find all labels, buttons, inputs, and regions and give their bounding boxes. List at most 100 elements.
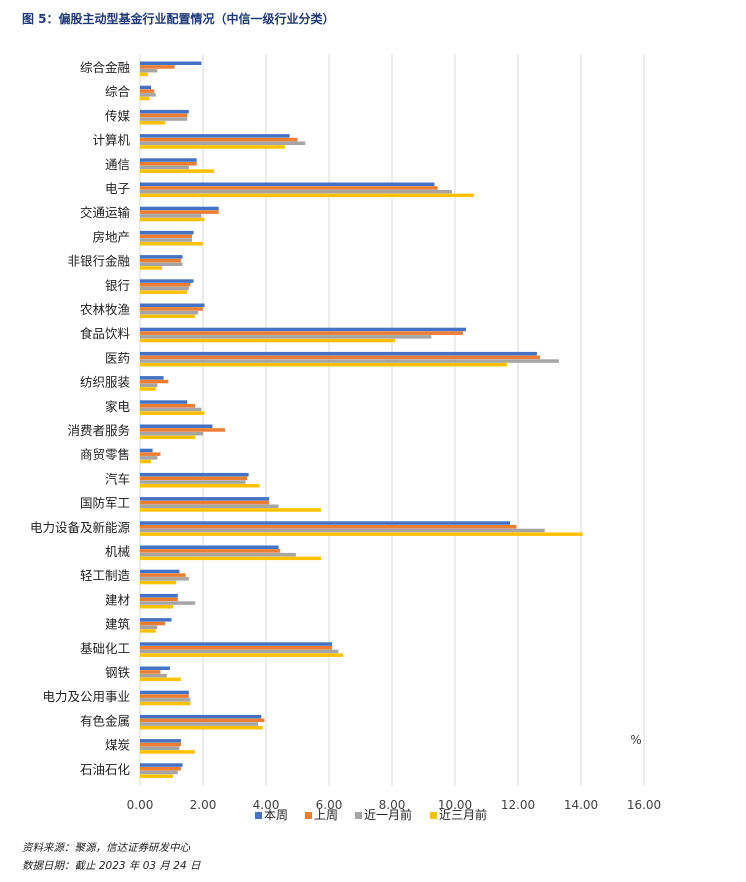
bar bbox=[140, 673, 167, 678]
date-note: 数据日期：截止 2023 年 03 月 24 日 bbox=[22, 860, 201, 872]
category-label: 基础化工 bbox=[80, 641, 130, 656]
bar bbox=[140, 407, 202, 412]
category-label: 非银行金融 bbox=[67, 254, 130, 269]
x-tick-label: 16.00 bbox=[627, 798, 661, 812]
category-label: 食品饮料 bbox=[80, 326, 131, 341]
bar bbox=[140, 649, 339, 654]
bar bbox=[140, 351, 537, 356]
bar bbox=[140, 65, 175, 69]
bar bbox=[140, 210, 219, 214]
source-note: 资料来源：聚源，信达证券研发中心 bbox=[22, 842, 190, 854]
bar bbox=[140, 549, 281, 553]
bar bbox=[140, 618, 172, 622]
gridlines bbox=[139, 54, 645, 786]
category-label: 传媒 bbox=[105, 108, 131, 123]
category-label: 纺织服装 bbox=[80, 375, 130, 390]
bar bbox=[140, 327, 467, 332]
x-tick-labels: 0.00 2.00 4.00 6.00 8.00 10.00 12.00 14.00 16.00 bbox=[127, 798, 662, 812]
category-labels: 综合金融综合传媒计算机通信电子交通运输房地产非银行金融银行农林牧渔食品饮料医药纺… bbox=[30, 60, 131, 777]
category-label: 综合金融 bbox=[80, 60, 131, 75]
bar bbox=[140, 625, 158, 629]
bar bbox=[140, 189, 452, 194]
bar bbox=[140, 577, 189, 581]
bar bbox=[140, 206, 219, 211]
bar bbox=[140, 508, 322, 512]
bar bbox=[140, 428, 226, 432]
category-label: 汽车 bbox=[105, 471, 130, 486]
x-tick-label: 2.00 bbox=[190, 798, 217, 812]
category-label: 电力及公用事业 bbox=[42, 689, 130, 704]
bar bbox=[140, 279, 194, 283]
category-label: 交通运输 bbox=[80, 205, 131, 220]
bar bbox=[140, 621, 166, 626]
bar bbox=[140, 145, 285, 149]
bar bbox=[140, 521, 511, 525]
x-tick-label: 10.00 bbox=[438, 798, 472, 812]
bar bbox=[140, 642, 333, 646]
bar bbox=[140, 718, 265, 723]
bar bbox=[140, 400, 188, 404]
figure-title: 图 5：偏股主动型基金行业配置情况（中信一级行业分类） bbox=[22, 12, 335, 26]
bar bbox=[140, 242, 203, 246]
bar bbox=[140, 109, 189, 114]
legend-swatch bbox=[305, 812, 312, 819]
category-label: 石油石化 bbox=[80, 762, 131, 777]
bar bbox=[140, 528, 545, 533]
bar bbox=[140, 310, 199, 315]
legend-swatch bbox=[255, 812, 262, 819]
bar bbox=[140, 404, 196, 408]
x-tick-label: 0.00 bbox=[127, 798, 154, 812]
bar bbox=[140, 214, 202, 218]
legend-label: 近三月前 bbox=[439, 807, 487, 822]
bar bbox=[140, 234, 192, 239]
bar bbox=[140, 580, 177, 585]
bar bbox=[140, 424, 213, 428]
bar bbox=[140, 431, 203, 436]
bar bbox=[140, 96, 150, 101]
bar bbox=[140, 314, 196, 319]
bar bbox=[140, 746, 180, 750]
bar bbox=[140, 774, 174, 778]
category-label: 机械 bbox=[105, 544, 131, 559]
bar bbox=[140, 286, 189, 291]
bar bbox=[140, 545, 279, 549]
bar bbox=[140, 653, 344, 657]
bar bbox=[140, 714, 262, 719]
bar bbox=[140, 363, 507, 367]
bar bbox=[140, 186, 438, 190]
bar bbox=[140, 158, 197, 162]
legend-label: 上周 bbox=[314, 808, 338, 822]
bar bbox=[140, 601, 196, 605]
category-label: 钢铁 bbox=[105, 665, 131, 680]
bar bbox=[140, 739, 181, 743]
category-label: 综合 bbox=[105, 84, 131, 99]
bar bbox=[140, 666, 170, 670]
bar bbox=[140, 525, 517, 529]
bar bbox=[140, 121, 166, 125]
bar bbox=[140, 726, 263, 730]
bar bbox=[140, 677, 181, 682]
unit-label: % bbox=[630, 733, 641, 747]
bar bbox=[140, 335, 432, 339]
bar bbox=[140, 68, 158, 73]
bar bbox=[140, 230, 194, 235]
category-label: 银行 bbox=[105, 278, 130, 293]
bar bbox=[140, 701, 191, 706]
bar bbox=[140, 552, 296, 557]
category-label: 家电 bbox=[105, 399, 131, 414]
bar bbox=[140, 750, 196, 754]
bar bbox=[140, 379, 169, 384]
bar bbox=[140, 556, 322, 561]
category-label: 通信 bbox=[105, 157, 130, 172]
category-label: 轻工制造 bbox=[80, 568, 131, 583]
bars bbox=[140, 61, 583, 778]
bar bbox=[140, 742, 181, 747]
bar bbox=[140, 182, 435, 186]
bar bbox=[140, 85, 152, 90]
category-label: 建材 bbox=[105, 592, 130, 607]
bar bbox=[140, 137, 298, 142]
bar bbox=[140, 383, 158, 387]
category-label: 房地产 bbox=[92, 229, 130, 244]
bar bbox=[140, 169, 215, 173]
bar bbox=[140, 472, 249, 477]
